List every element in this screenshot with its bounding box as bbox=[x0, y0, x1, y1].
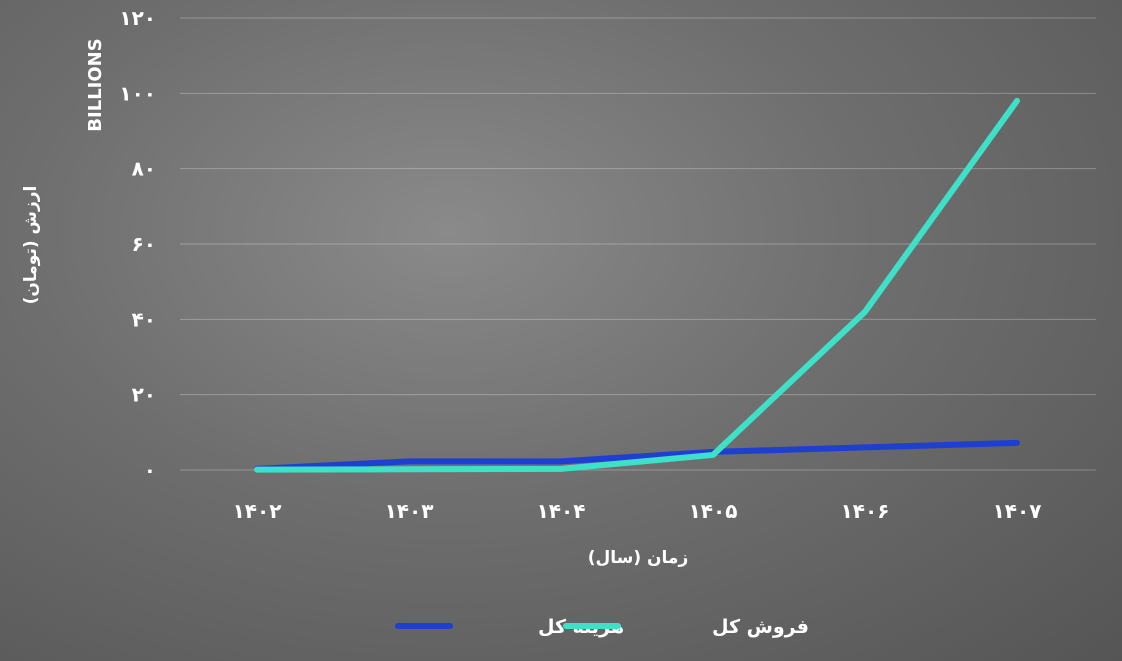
y-tick-label: ۶۰ bbox=[132, 232, 156, 256]
series-lines bbox=[254, 97, 1020, 473]
series-line-1 bbox=[254, 439, 1020, 472]
x-axis-title: زمان (سال) bbox=[588, 548, 689, 568]
x-tick-label: ۱۴۰۵ bbox=[689, 499, 738, 523]
gridlines bbox=[180, 17, 1096, 471]
legend-label: فروش کل bbox=[712, 616, 809, 638]
x-tick-label: ۱۴۰۲ bbox=[233, 499, 282, 523]
x-tick-label: ۱۴۰۶ bbox=[841, 499, 890, 523]
y-axis-title: ارزش (تومان) bbox=[21, 186, 41, 305]
y-tick-label: ۲۰ bbox=[132, 383, 156, 407]
y-tick-label: ۸۰ bbox=[132, 157, 156, 181]
series-line-2 bbox=[254, 97, 1020, 473]
y-axis-units: BILLIONS bbox=[85, 38, 106, 131]
x-tick-label: ۱۴۰۴ bbox=[537, 499, 586, 523]
y-tick-label: ۱۰۰ bbox=[119, 81, 156, 105]
x-tick-label: ۱۴۰۳ bbox=[385, 499, 434, 523]
y-tick-label: ۰ bbox=[144, 458, 156, 482]
y-axis-ticks: ۰ ۲۰ ۴۰ ۶۰ ۸۰ ۱۰۰ ۱۲۰ bbox=[119, 6, 156, 482]
legend-item: فروش کل bbox=[563, 616, 809, 638]
y-tick-label: ۴۰ bbox=[132, 307, 156, 331]
y-tick-label: ۱۲۰ bbox=[119, 6, 156, 30]
x-axis-ticks: ۱۴۰۲ ۱۴۰۳ ۱۴۰۴ ۱۴۰۵ ۱۴۰۶ ۱۴۰۷ bbox=[233, 499, 1042, 523]
x-tick-label: ۱۴۰۷ bbox=[993, 499, 1042, 523]
